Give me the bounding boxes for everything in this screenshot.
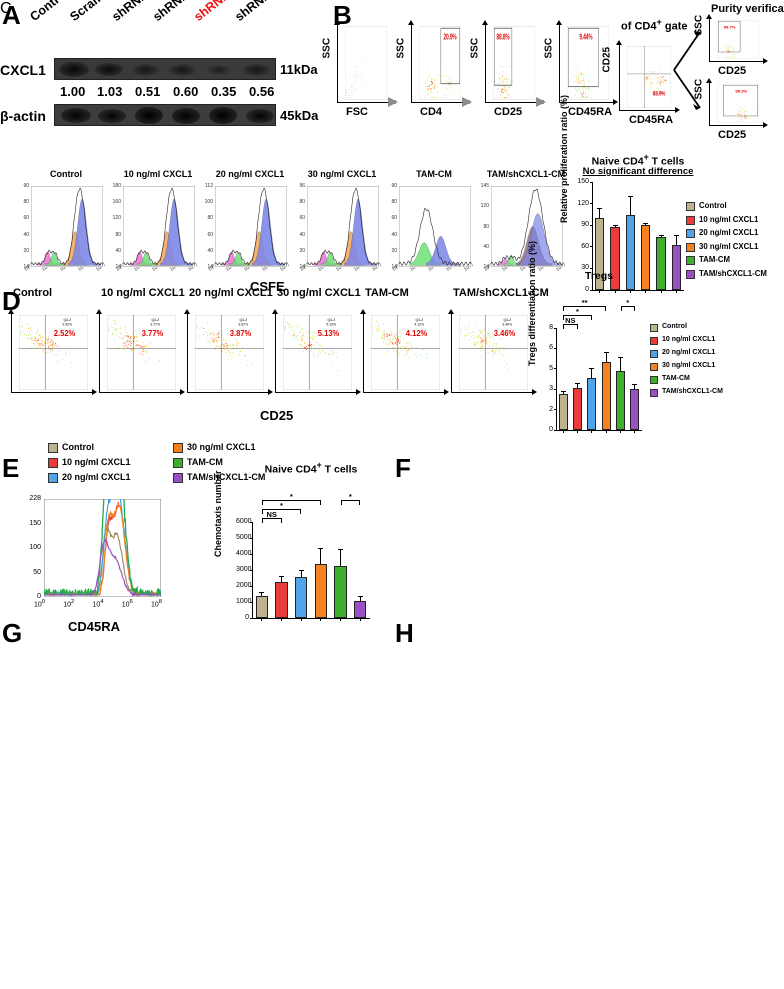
svg-text:4.12%: 4.12%: [414, 322, 425, 326]
svg-text:99.7%: 99.7%: [724, 25, 736, 30]
svg-text:3.87%: 3.87%: [230, 329, 251, 338]
svg-text:Q4-2: Q4-2: [415, 318, 423, 322]
svg-text:3.46%: 3.46%: [494, 329, 515, 338]
svg-text:88.8%: 88.8%: [497, 33, 510, 42]
svg-text:88.9%: 88.9%: [653, 91, 666, 98]
svg-text:5.13%: 5.13%: [326, 322, 337, 326]
svg-text:9.44%: 9.44%: [579, 33, 592, 42]
svg-text:5.13%: 5.13%: [318, 329, 339, 338]
svg-text:3.87%: 3.87%: [238, 322, 249, 326]
svg-text:Q4-2: Q4-2: [239, 318, 247, 322]
svg-text:96.3%: 96.3%: [735, 89, 747, 94]
svg-text:Q4-2: Q4-2: [151, 318, 159, 322]
svg-text:Q4-2: Q4-2: [327, 318, 335, 322]
svg-text:3.77%: 3.77%: [142, 329, 163, 338]
svg-text:2.52%: 2.52%: [54, 329, 75, 338]
svg-text:3.77%: 3.77%: [150, 322, 161, 326]
svg-text:Q4-2: Q4-2: [503, 318, 511, 322]
svg-text:4.12%: 4.12%: [406, 329, 427, 338]
svg-text:3.46%: 3.46%: [502, 322, 513, 326]
svg-text:20.9%: 20.9%: [444, 33, 457, 42]
svg-text:2.52%: 2.52%: [62, 322, 73, 326]
svg-text:Q4-2: Q4-2: [63, 318, 71, 322]
